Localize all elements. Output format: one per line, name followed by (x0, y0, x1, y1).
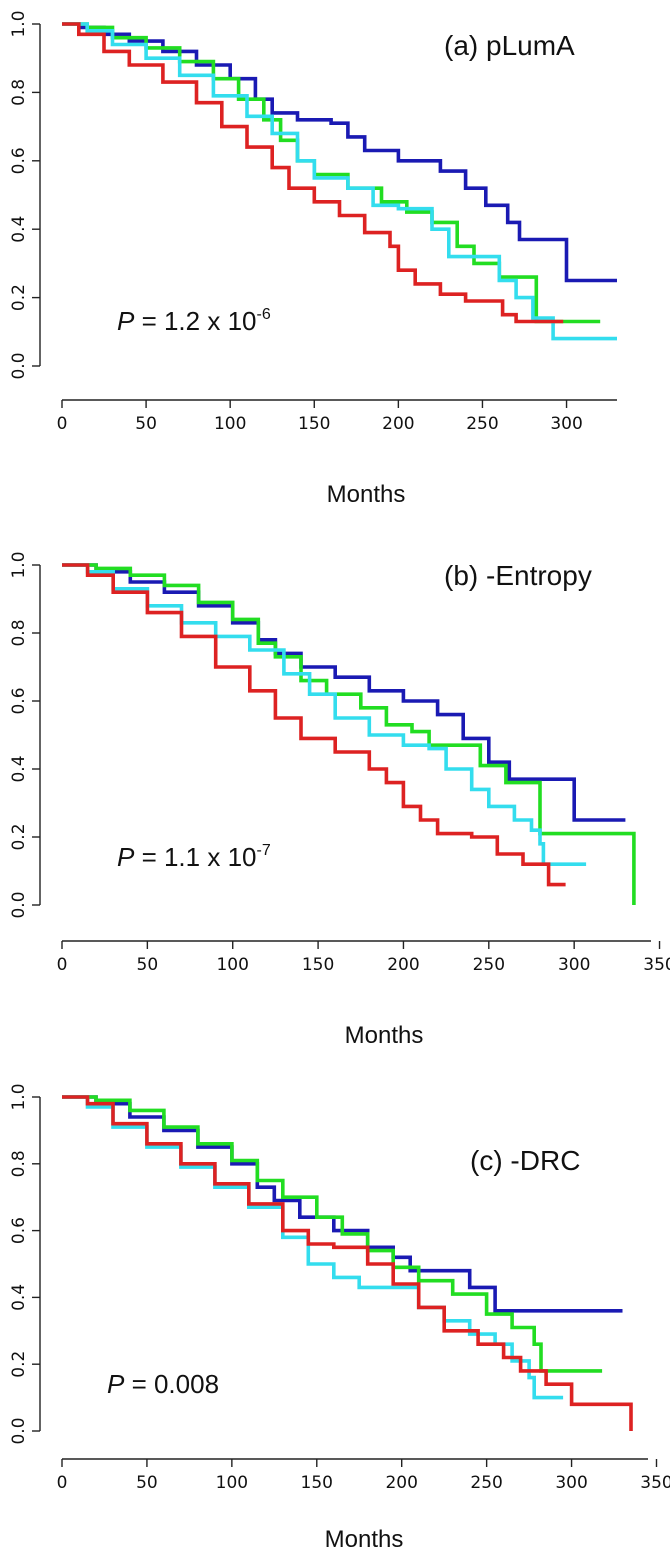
x-tick-label: 250 (470, 1473, 502, 1493)
y-tick-label: 0.6 (9, 687, 29, 714)
x-axis-label: Months (325, 1526, 404, 1553)
x-ticks: 0 50 100 150 200 250 300 (57, 400, 583, 434)
y-tick-label: 0.4 (9, 755, 29, 782)
p-value-text: = 1.1 x 10 (134, 842, 256, 872)
panel-c: 0.0 0.2 0.4 0.6 0.8 1.0 0 50 100 150 200 250 300 350… (9, 1083, 670, 1553)
y-tick-label: 0.4 (9, 1284, 29, 1311)
survival-curve-3 (62, 22, 617, 341)
survival-curve-3 (62, 563, 587, 866)
x-tick-label: 200 (382, 414, 414, 434)
y-tick-label: 0.4 (9, 216, 29, 243)
x-tick-label: 300 (558, 955, 590, 975)
y-tick-label: 0.2 (9, 1351, 29, 1378)
series-group (62, 1095, 633, 1431)
x-tick-label: 250 (473, 955, 505, 975)
p-value-text: = 0.008 (124, 1369, 219, 1399)
y-tick-label: 0.8 (9, 619, 29, 646)
y-ticks: 0.0 0.2 0.4 0.6 0.8 1.0 (9, 10, 40, 380)
p-value-annotation: P = 1.1 x 10-7 (117, 842, 271, 872)
x-tick-label: 200 (387, 955, 419, 975)
y-tick-label: 1.0 (9, 1083, 29, 1110)
y-tick-label: 0.0 (9, 352, 29, 379)
x-tick-label: 250 (466, 414, 498, 434)
x-tick-label: 150 (298, 414, 330, 434)
x-tick-label: 200 (385, 1473, 417, 1493)
y-tick-label: 1.0 (9, 551, 29, 578)
survival-curve-4 (62, 22, 564, 324)
y-tick-label: 0.6 (9, 147, 29, 174)
survival-curve-2 (62, 22, 601, 324)
series-group (62, 563, 636, 905)
panel-title: (a) pLumA (444, 30, 575, 61)
x-tick-label: 100 (214, 414, 246, 434)
y-tick-label: 0.8 (9, 1150, 29, 1177)
panel-b: 0.0 0.2 0.4 0.6 0.8 1.0 0 50 100 150 200 250 300 350… (9, 551, 670, 1049)
y-tick-label: 0.0 (9, 891, 29, 918)
x-tick-label: 50 (137, 955, 159, 975)
x-tick-label: 100 (216, 1473, 248, 1493)
survival-curve-3 (62, 1095, 564, 1400)
y-tick-label: 0.2 (9, 284, 29, 311)
x-tick-label: 350 (643, 955, 670, 975)
p-value-annotation: P = 0.008 (107, 1369, 219, 1399)
y-tick-label: 0.8 (9, 79, 29, 106)
x-tick-label: 300 (550, 414, 582, 434)
x-ticks: 0 50 100 150 200 250 300 350 (57, 1459, 670, 1493)
x-tick-label: 0 (57, 414, 68, 434)
series-group (62, 22, 617, 341)
x-tick-label: 50 (136, 1473, 158, 1493)
survival-curve-4 (62, 563, 566, 887)
p-value-symbol: P (117, 842, 135, 872)
x-tick-label: 0 (57, 1473, 68, 1493)
x-axis-label: Months (327, 481, 406, 508)
p-value-exponent: -7 (257, 842, 271, 859)
y-tick-label: 1.0 (9, 10, 29, 37)
survival-curve-4 (62, 1095, 633, 1431)
y-tick-label: 0.2 (9, 823, 29, 850)
x-tick-label: 100 (216, 955, 248, 975)
y-tick-label: 0.6 (9, 1217, 29, 1244)
y-ticks: 0.0 0.2 0.4 0.6 0.8 1.0 (9, 1083, 40, 1445)
x-tick-label: 50 (135, 414, 157, 434)
p-value-annotation: P = 1.2 x 10-6 (117, 306, 271, 336)
x-tick-label: 300 (555, 1473, 587, 1493)
x-tick-label: 150 (302, 955, 334, 975)
x-tick-label: 0 (57, 955, 68, 975)
survival-curve-2 (62, 1095, 603, 1373)
y-ticks: 0.0 0.2 0.4 0.6 0.8 1.0 (9, 551, 40, 919)
p-value-exponent: -6 (257, 306, 271, 323)
survival-curve-1 (62, 22, 617, 283)
p-value-symbol: P (117, 306, 135, 336)
x-ticks: 0 50 100 150 200 250 300 350 (57, 941, 670, 975)
y-tick-label: 0.0 (9, 1417, 29, 1444)
x-tick-label: 150 (301, 1473, 333, 1493)
panel-title: (b) -Entropy (444, 560, 592, 591)
p-value-text: = 1.2 x 10 (134, 306, 256, 336)
p-value-symbol: P (107, 1369, 125, 1399)
x-axis-label: Months (345, 1022, 424, 1049)
x-tick-label: 350 (640, 1473, 670, 1493)
panel-a: 0.0 0.2 0.4 0.6 0.8 1.0 0 50 100 150 200 250 300 (a… (9, 10, 617, 508)
panel-title: (c) -DRC (470, 1145, 580, 1176)
